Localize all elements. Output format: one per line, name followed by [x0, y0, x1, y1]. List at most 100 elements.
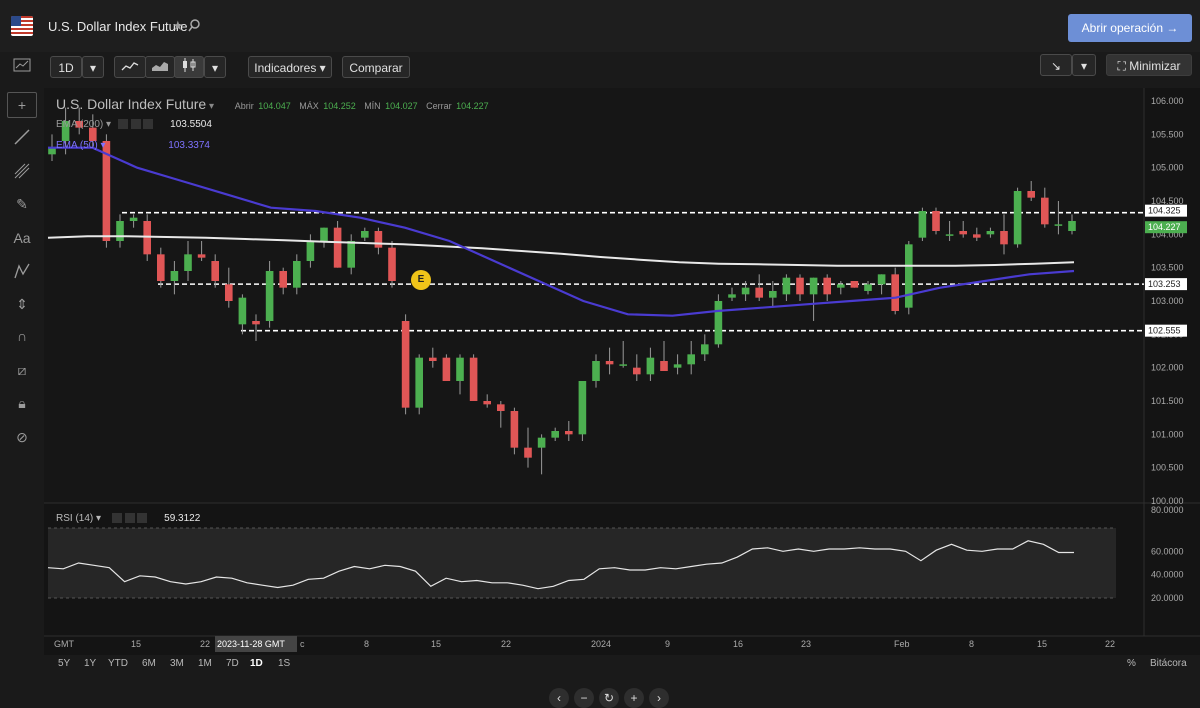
brush-icon[interactable]: ✎	[16, 196, 28, 212]
rsi-tick-label: 60.0000	[1151, 546, 1184, 556]
candle-body	[646, 357, 655, 375]
open-trade-button[interactable]: Abrir operación →	[1068, 14, 1192, 42]
candle-body	[769, 291, 777, 298]
price-tick-label: 100.000	[1151, 496, 1184, 506]
candle-body	[660, 361, 668, 371]
chart-type-chevron-icon[interactable]: ▾	[204, 56, 226, 78]
ema200-settings-icon[interactable]	[117, 119, 128, 130]
zoom-out-button[interactable]: −	[574, 688, 594, 708]
ema50-label: EMA (50)	[56, 140, 98, 151]
chart-toolbar: 1D ▾ ▾ Indicadores ▾ Comparar ↘ ▾ ⛶ Mini…	[0, 52, 1200, 84]
percent-scale-toggle[interactable]: %	[1127, 658, 1136, 669]
hide-drawings-icon[interactable]: ⊘	[16, 429, 28, 445]
candle-body	[809, 277, 818, 295]
indicators-button[interactable]: Indicadores ▾	[248, 56, 332, 78]
price-tag-label: 103.253	[1148, 279, 1181, 289]
reset-chart-button[interactable]: ↻	[599, 688, 619, 708]
favorite-star-icon[interactable]: ★	[172, 18, 184, 33]
legend-close-label: Cerrar	[426, 101, 452, 111]
chart-panel-icon[interactable]	[10, 58, 34, 78]
time-tick-label: 23	[801, 639, 811, 649]
area-chart-icon[interactable]	[145, 56, 175, 78]
candle-body	[537, 437, 546, 448]
crosshair-icon[interactable]: +	[7, 92, 37, 118]
price-tick-label: 106.000	[1151, 96, 1184, 106]
measure-tool-icon[interactable]: ⇕	[16, 296, 28, 312]
drawing-arrow-icon[interactable]: ↘	[1040, 54, 1072, 76]
trend-line-icon[interactable]	[10, 128, 34, 148]
minimize-label: Minimizar	[1129, 59, 1181, 73]
candle-body	[497, 404, 505, 411]
arrow-right-icon: →	[1166, 21, 1179, 35]
candle-body	[429, 357, 437, 361]
candle-body	[347, 241, 355, 268]
time-tick-label: 8	[364, 639, 369, 649]
price-tag-bg	[1145, 204, 1187, 217]
candle-body	[483, 401, 491, 405]
rsi-settings-icon[interactable]	[111, 513, 122, 524]
candlestick-chart-icon[interactable]	[174, 56, 204, 78]
range-1d[interactable]: 1D	[250, 658, 263, 669]
range-ytd[interactable]: YTD	[108, 658, 128, 669]
rsi-label: RSI (14)	[56, 513, 94, 524]
legend-open-label: Abrir	[234, 101, 254, 111]
range-7d[interactable]: 7D	[226, 658, 239, 669]
range-5y[interactable]: 5Y	[58, 658, 71, 669]
pattern-tool-icon[interactable]	[10, 262, 34, 282]
search-icon[interactable]	[188, 19, 201, 37]
legend-high-label: MÁX	[299, 101, 319, 111]
magnet-icon[interactable]: ∩	[16, 328, 28, 344]
scroll-left-button[interactable]: ‹	[549, 688, 569, 708]
ema200-label: EMA (200)	[56, 119, 104, 130]
rsi-legend: RSI (14) ▾ 59.3122	[56, 513, 201, 524]
log-button[interactable]: Bitácora	[1150, 658, 1187, 669]
range-1y[interactable]: 1Y	[84, 658, 97, 669]
candle-body	[551, 431, 559, 438]
chart-area[interactable]: 106.000 105.500 105.000 104.500 104.000 103.5…	[44, 88, 1200, 708]
lock-icon[interactable]: 🔒︎	[18, 395, 26, 411]
zoom-in-button[interactable]: +	[624, 688, 644, 708]
candle-body	[524, 447, 532, 458]
candle-body	[877, 274, 886, 285]
rsi-close-icon[interactable]	[137, 513, 148, 524]
candle-body	[986, 231, 995, 235]
interval-select[interactable]: 1D	[50, 56, 82, 78]
candle-body	[388, 247, 396, 281]
price-chart[interactable]: 106.000 105.500 105.000 104.500 104.000 103.5…	[44, 88, 1200, 656]
rsi-hide-icon[interactable]	[124, 513, 135, 524]
ema200-hide-icon[interactable]	[130, 119, 141, 130]
candle-body	[184, 254, 192, 271]
text-tool-icon[interactable]: Aa	[13, 230, 31, 246]
interval-dropdown-chevron-icon[interactable]: ▾	[82, 56, 104, 78]
range-1m[interactable]: 1M	[198, 658, 212, 669]
candle-body	[687, 354, 695, 365]
range-3m[interactable]: 3M	[170, 658, 184, 669]
candle-body	[102, 141, 111, 241]
ema200-close-icon[interactable]	[143, 119, 154, 130]
price-tick-label: 103.000	[1151, 296, 1184, 306]
time-tick-label: 8	[969, 639, 974, 649]
candle-body	[891, 274, 899, 311]
rsi-value: 59.3122	[164, 513, 201, 524]
line-chart-icon[interactable]	[114, 56, 146, 78]
minimize-button[interactable]: ⛶ Minimizar	[1106, 54, 1192, 76]
scroll-right-button[interactable]: ›	[649, 688, 669, 708]
candle-body	[116, 221, 124, 241]
candle-body	[1013, 191, 1022, 245]
earnings-event-marker[interactable]: E	[411, 270, 431, 290]
ruler-icon[interactable]: ⧄	[17, 362, 27, 378]
fork-tool-icon[interactable]	[10, 162, 34, 182]
range-1s[interactable]: 1S	[278, 658, 291, 669]
range-6m[interactable]: 6M	[142, 658, 156, 669]
candle-body	[755, 287, 763, 298]
compare-label: Comparar	[349, 61, 403, 75]
candle-body	[170, 271, 179, 281]
candle-body	[401, 321, 410, 408]
time-tick-label: 2023-11-28 GMT	[217, 639, 285, 649]
candle-body	[714, 301, 723, 345]
candle-body	[565, 431, 573, 435]
top-bar: U.S. Dollar Index Future ★ Abrir operaci…	[0, 0, 1200, 52]
drawing-chevron-icon[interactable]: ▾	[1072, 54, 1096, 76]
time-tick-label: 9	[665, 639, 670, 649]
compare-button[interactable]: Comparar	[342, 56, 410, 78]
